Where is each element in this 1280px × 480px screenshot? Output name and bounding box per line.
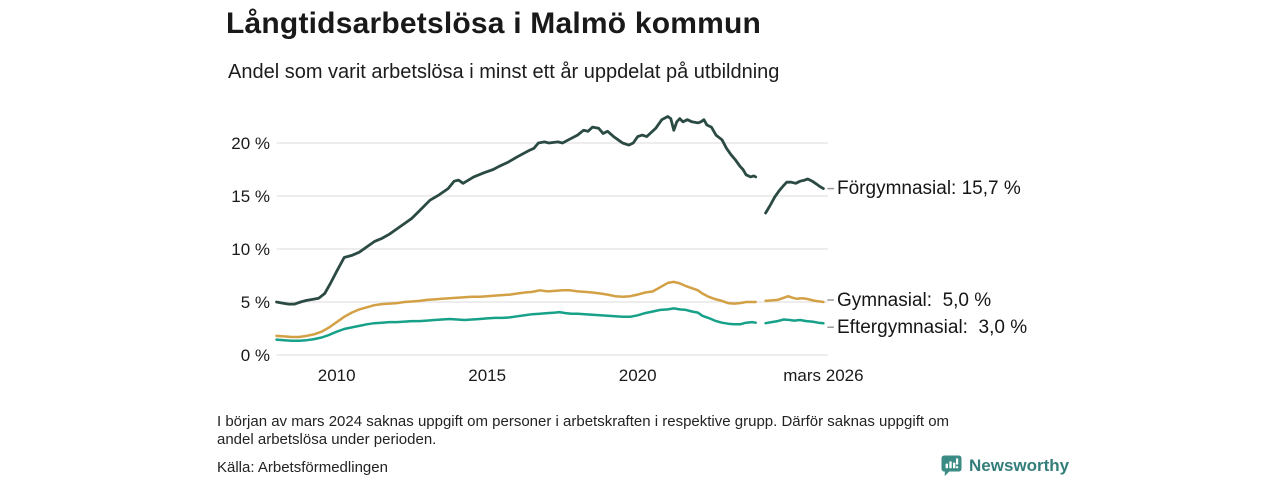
series-line-eftergymnasial — [764, 318, 825, 325]
y-tick-label: 0 % — [240, 345, 270, 365]
x-tick-label: 2020 — [618, 366, 657, 385]
x-tick-label: mars 2026 — [783, 366, 864, 385]
newsworthy-bubble-chart-icon — [941, 455, 962, 477]
page-title: Långtidsarbetslösa i Malmö kommun — [226, 7, 762, 40]
series-line-förgymnasial — [275, 115, 758, 306]
footnote: I början av mars 2024 saknas uppgift om … — [217, 413, 949, 448]
y-tick-label: 5 % — [240, 292, 270, 312]
series-line-gymnasial — [275, 280, 757, 339]
series-label-eftergymnasial: Eftergymnasial: 3,0 % — [837, 316, 1028, 338]
series-line-förgymnasial — [764, 177, 825, 215]
y-tick-label: 10 % — [231, 239, 270, 259]
footnote-line-1: I början av mars 2024 saknas uppgift om … — [217, 413, 950, 430]
y-tick-label: 15 % — [231, 186, 270, 206]
newsworthy-wordmark: Newsworthy — [969, 456, 1070, 475]
x-tick-label: 2010 — [317, 366, 356, 385]
chart-subtitle: Andel som varit arbetslösa i minst ett å… — [228, 61, 780, 83]
x-tick-label: 2015 — [468, 366, 507, 385]
series-label-förgymnasial: Förgymnasial: 15,7 % — [837, 178, 1021, 200]
source-note: Källa: Arbetsförmedlingen — [217, 459, 388, 476]
footnote-line-2: andel arbetslösa under perioden. — [217, 430, 437, 448]
y-tick-label: 20 % — [231, 133, 270, 153]
series-line-eftergymnasial — [275, 307, 757, 342]
series-label-gymnasial: Gymnasial: 5,0 % — [837, 289, 992, 311]
newsworthy-logo: Newsworthy — [941, 455, 1069, 477]
series-line-gymnasial — [764, 294, 825, 304]
